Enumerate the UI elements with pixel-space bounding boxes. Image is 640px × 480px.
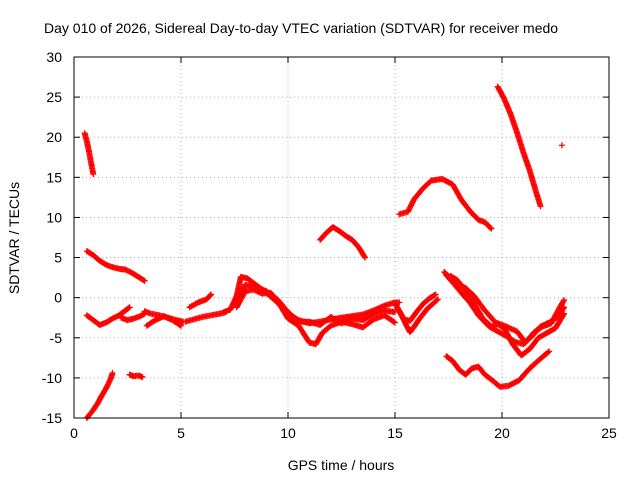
- plot-frame: [73, 56, 610, 419]
- y-tick-label: 10: [46, 209, 62, 225]
- y-axis-label: SDTVAR / TECUs: [6, 182, 22, 294]
- y-tick-label: 0: [54, 290, 62, 306]
- data-point: [537, 203, 544, 210]
- y-tick-label: 30: [46, 49, 62, 65]
- y-tick-label: -10: [42, 370, 62, 386]
- y-tick-label: -5: [50, 330, 63, 346]
- data-point: [546, 348, 553, 355]
- series-arc-h: [141, 308, 187, 325]
- x-tick-label: 5: [177, 425, 185, 441]
- y-tick-label: 15: [46, 169, 62, 185]
- data-point: [488, 225, 495, 232]
- y-tick-label: 5: [54, 250, 62, 266]
- series-arc-d: [83, 370, 116, 421]
- x-tick-label: 0: [70, 425, 78, 441]
- data-point: [90, 171, 97, 178]
- x-tick-label: 25: [601, 425, 617, 441]
- y-tick-label: 20: [46, 129, 62, 145]
- x-tick-label: 20: [494, 425, 510, 441]
- data-point: [361, 253, 368, 260]
- grid-lines: [74, 57, 609, 418]
- data-point: [431, 292, 438, 299]
- data-point: [390, 318, 397, 325]
- data-point: [392, 319, 398, 326]
- data-point: [207, 292, 214, 299]
- data-point: [560, 298, 567, 305]
- data-point: [561, 310, 568, 317]
- series-arc-n: [317, 224, 369, 261]
- y-tick-label: -15: [42, 410, 62, 426]
- series-arc-t: [447, 273, 568, 359]
- data-point: [433, 297, 440, 304]
- series-arc-a: [81, 130, 97, 178]
- series-arc-v: [494, 83, 544, 210]
- axis-ticks: 0 5 10 15 20 25 -15 -10 -5 0 5 10 15 20 25 30: [42, 49, 617, 441]
- data-point: [432, 291, 439, 298]
- data-point: [362, 254, 369, 261]
- series-arc-w: [558, 142, 565, 149]
- chart-title: Day 010 of 2026, Sidereal Day-to-day VTE…: [44, 20, 558, 36]
- data-point: [396, 299, 403, 306]
- data-point: [139, 374, 146, 381]
- plot-markers: [81, 83, 568, 421]
- data-point: [561, 297, 568, 304]
- data-point: [207, 291, 214, 298]
- data-point: [560, 311, 567, 318]
- series-arc-m: [231, 281, 398, 328]
- x-tick-label: 10: [280, 425, 296, 441]
- series-arc-j: [186, 291, 214, 311]
- series-arc-e: [126, 371, 146, 381]
- data-point: [545, 349, 552, 356]
- data-point: [141, 277, 148, 284]
- data-point: [558, 142, 565, 149]
- series-arc-q: [396, 175, 495, 232]
- x-tick-label: 15: [387, 425, 403, 441]
- data-point: [140, 277, 147, 284]
- data-point: [126, 304, 133, 311]
- data-point: [434, 296, 441, 303]
- series-arc-u: [443, 348, 553, 390]
- y-tick-label: 25: [46, 89, 62, 105]
- series-arc-b: [83, 248, 148, 284]
- series-arc-i: [182, 309, 229, 325]
- data-point: [109, 370, 116, 377]
- data-point: [125, 305, 132, 312]
- series-arc-c: [83, 304, 133, 328]
- series-arc-p: [394, 291, 439, 324]
- x-axis-label: GPS time / hours: [288, 457, 395, 473]
- data-point: [487, 224, 494, 231]
